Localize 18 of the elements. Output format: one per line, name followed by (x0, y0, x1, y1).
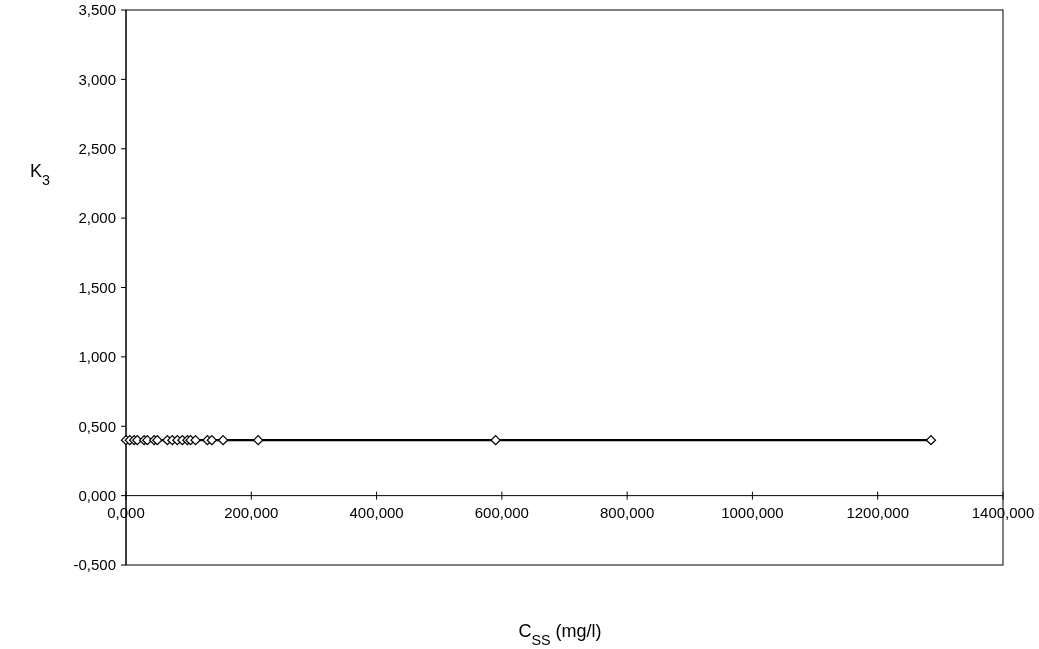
x-tick-label: 600,000 (474, 503, 529, 521)
y-tick-label: -0,500 (73, 556, 116, 574)
y-tick-label: 2,000 (78, 209, 116, 227)
y-tick-label: 0,000 (78, 486, 116, 504)
x-axis-title: C$_{SS}$ (mg/l) (518, 621, 602, 648)
x-tick-label: 1400,000 (971, 503, 1035, 521)
y-tick-label: 3,000 (78, 70, 116, 88)
y-tick-label: 0,500 (78, 417, 116, 435)
x-tick-label: 1200,000 (846, 503, 909, 521)
y-tick-label: 1,000 (78, 348, 116, 366)
x-tick-label: 800,000 (600, 503, 655, 521)
x-tick-label: 400,000 (349, 503, 404, 521)
y-tick-label: 2,500 (78, 140, 116, 157)
y-tick-label: 3,500 (78, 1, 116, 19)
x-tick-label: 200,000 (224, 503, 279, 521)
x-tick-label: 1000,000 (721, 503, 784, 521)
y-axis-title: K$_{3}$ (29, 160, 51, 188)
y-tick-label: 1,500 (78, 278, 116, 296)
